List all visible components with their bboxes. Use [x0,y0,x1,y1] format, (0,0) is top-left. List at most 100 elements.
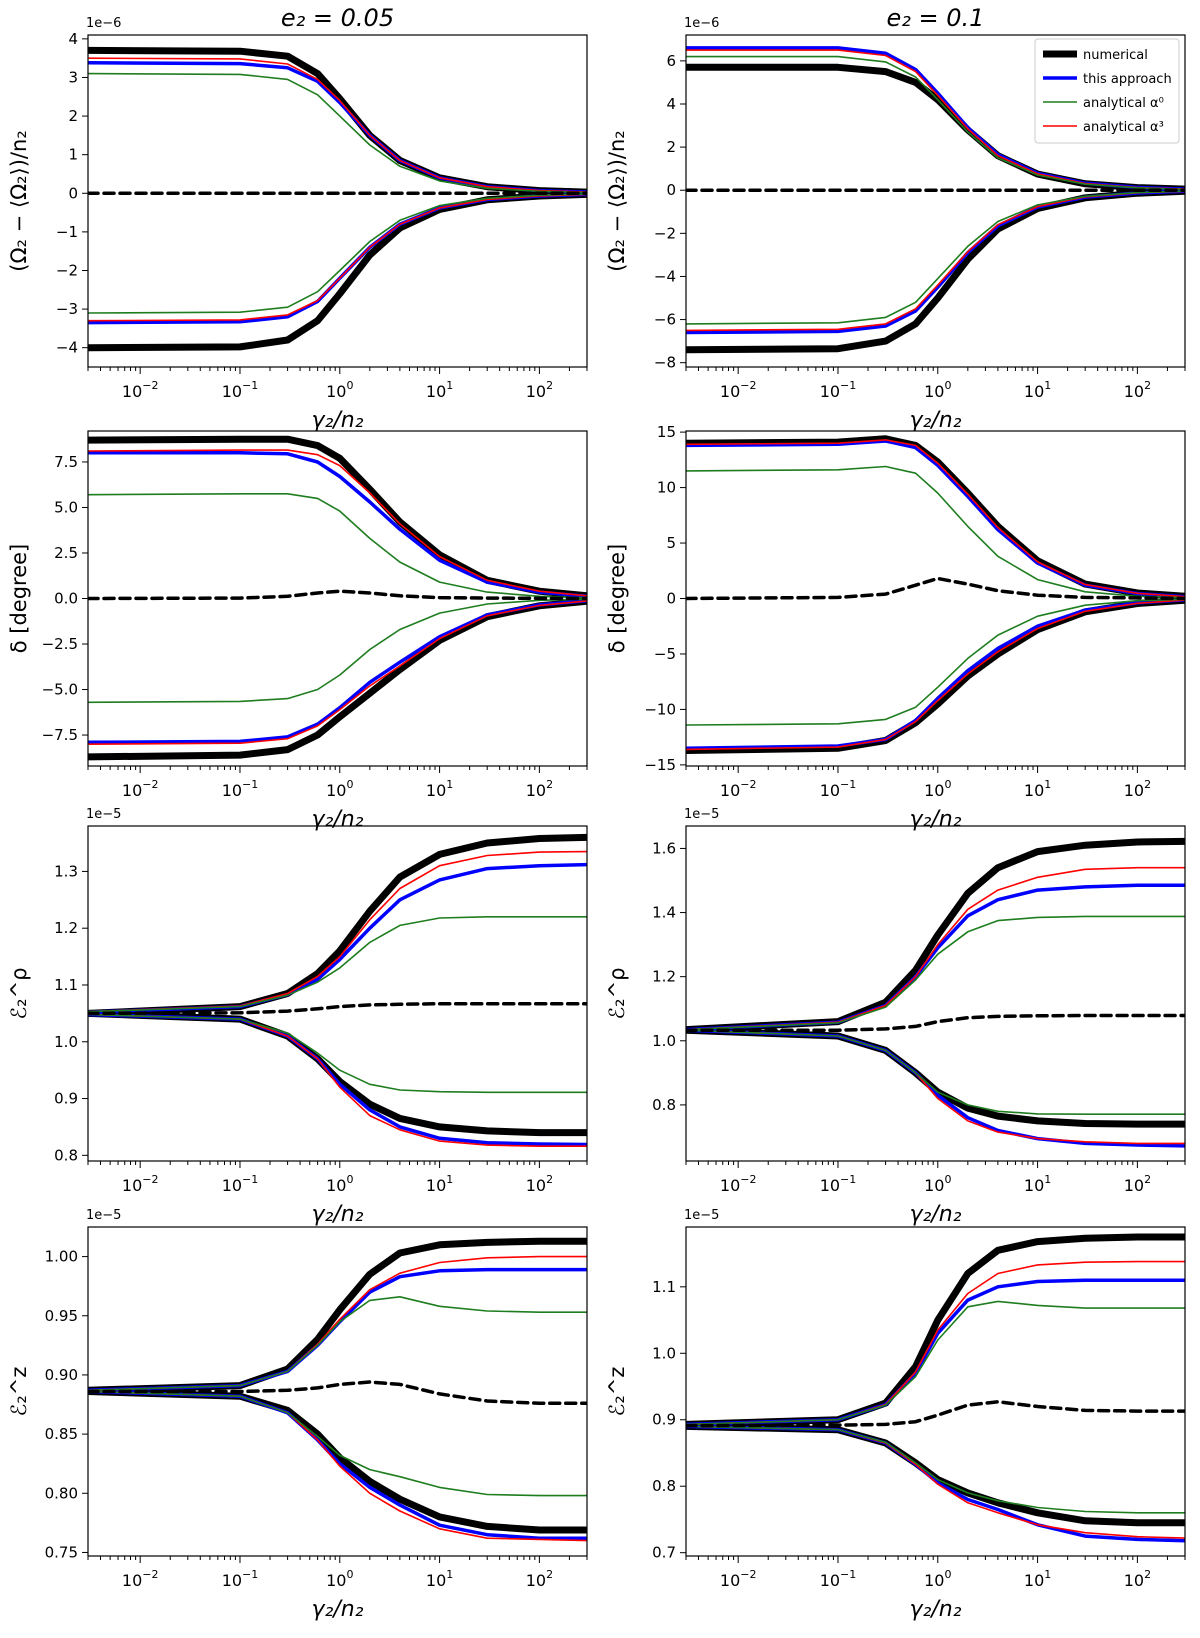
y-tick-label: 0.7 [652,1544,676,1562]
y-tick-label: 0 [666,590,676,608]
series-line-analytical-a0 [88,916,587,1013]
series-line-numerical-mean [88,1001,587,1016]
legend-label: analytical α⁰ [1083,96,1164,111]
series-line-numerical-mean [88,589,587,601]
y-axis-label: ℰ₂^ρ [7,967,31,1019]
series-line-analytical-a0 [686,915,1185,1031]
x-axis-label: γ₂/n₂ [909,408,961,433]
y-axis-label: (Ω₂ − ⟨Ω₂⟩)/n₂ [7,130,31,271]
x-tick-label: 102 [1124,1173,1151,1195]
y-tick-label: −2.5 [42,635,78,653]
y-axis-label: ℰ₂^ρ [605,967,629,1019]
series-line-analytical-a0 [686,1300,1185,1426]
series-line-numerical [88,435,587,600]
y-tick-label: 2 [68,107,78,125]
x-tick-label: 10−2 [122,1173,159,1195]
series-line-numerical [686,1422,1185,1527]
x-tick-label: 10−2 [720,379,757,401]
y-tick-label: 7.5 [54,453,78,471]
x-tick-label: 101 [1024,778,1051,800]
y-tick-label: −2 [654,224,676,242]
series-line-analytical-a3 [88,600,587,745]
y-tick-label: 4 [68,30,78,48]
series-lines [88,46,587,352]
y-tick-label: 0.95 [45,1307,78,1325]
y-tick-label: −7.5 [42,726,78,744]
x-tick-label: 100 [326,778,353,800]
y-tick-label: 1.0 [652,1032,676,1050]
series-line-analytical-a3 [686,866,1185,1031]
x-tick-label: 10−2 [122,379,159,401]
x-tick-label: 100 [924,1173,951,1195]
x-axis-label: γ₂/n₂ [311,1202,363,1227]
panel-title: e₂ = 0.1 [887,4,985,32]
y-tick-label: −4 [56,339,78,357]
x-tick-label: 10−1 [820,1568,857,1590]
axes-frame [87,1226,588,1557]
series-line-numerical-mean [686,1013,1185,1032]
y-tick-label: −15 [644,756,676,774]
x-tick-label: 10−1 [820,1173,857,1195]
series-line-analytical-a0 [88,193,587,314]
series-line-analytical-a3 [88,193,587,322]
panel-3-1: 10−2 10−1 100 101 102 1.1 1.0 0.9 0.8 0.7 1e−5 γ₂/n… [605,1208,1186,1622]
axes-frame [87,825,588,1162]
series-line-analytical-a0 [686,55,1185,191]
axes-frame [685,1226,1186,1557]
y-tick-label: 1.4 [652,904,676,922]
series-line-numerical [88,833,587,1017]
panel-0-1: 10−2 10−1 100 101 102 6 4 2 0 −2 −4 −6 −8 1e−6 γ₂/n₂ (Ω… [605,4,1186,433]
panel-0-0: 10−2 10−1 100 101 10243210−1−2−3−41e−6γ₂/n₂(… [7,4,588,433]
x-tick-label: 101 [1024,379,1051,401]
x-tick-label: 101 [426,1173,453,1195]
series-line-analytical-a0 [88,1013,587,1094]
y-tick-label: 2.5 [54,544,78,562]
series-line-this-approach [88,862,587,1014]
series-line-numerical [88,1237,587,1394]
y-tick-label: 0.90 [45,1366,78,1384]
panel-title: e₂ = 0.05 [281,4,394,32]
x-tick-label: 101 [426,778,453,800]
x-tick-label: 100 [326,1173,353,1195]
series-line-numerical-mean [686,576,1185,601]
series-line-numerical [88,46,587,196]
x-tick-label: 102 [1124,379,1151,401]
series-line-numerical [686,1026,1185,1128]
series-line-analytical-a0 [88,72,587,194]
y-tick-label: 0.8 [652,1096,676,1114]
x-axis-label: γ₂/n₂ [909,807,961,832]
series-line-this-approach [686,439,1185,599]
y-tick-label: 0.75 [45,1543,78,1561]
x-tick-label: 10−2 [720,1173,757,1195]
series-lines [88,833,587,1147]
x-tick-label: 10−2 [720,778,757,800]
y-tick-label: −5 [654,645,676,663]
panel-2-0: 10−2 10−1 100 101 102 1.3 1.2 1.1 1.0 0.9 0.8 1e−5 γ… [7,807,588,1227]
x-tick-label: 100 [924,1568,951,1590]
x-axis-label: γ₂/n₂ [311,408,363,433]
y-tick-label: 1.1 [652,1278,676,1296]
legend-label: numerical [1083,48,1148,63]
y-tick-label: 4 [666,95,676,113]
legend-box [1034,38,1180,144]
y-tick-label: 0.8 [652,1477,676,1495]
x-tick-label: 10−1 [222,1568,259,1590]
y-multiplier: 1e−6 [86,16,121,31]
series-line-analytical-a0 [686,1425,1185,1514]
series-line-numerical [88,190,587,352]
series-lines [88,1237,587,1542]
y-tick-label: −10 [644,700,676,718]
y-tick-label: 10 [657,479,676,497]
x-tick-label: 102 [526,1568,553,1590]
y-tick-label: 1.0 [54,1033,78,1051]
y-multiplier: 1e−5 [684,807,719,822]
y-tick-label: −5.0 [42,681,78,699]
series-lines [88,435,587,761]
y-tick-label: 0.80 [45,1484,78,1502]
y-tick-label: 1.1 [54,976,78,994]
series-line-this-approach [686,1278,1185,1427]
y-tick-label: 1.0 [652,1344,676,1362]
x-tick-label: 100 [326,379,353,401]
x-tick-label: 10−1 [820,778,857,800]
x-tick-label: 102 [526,379,553,401]
